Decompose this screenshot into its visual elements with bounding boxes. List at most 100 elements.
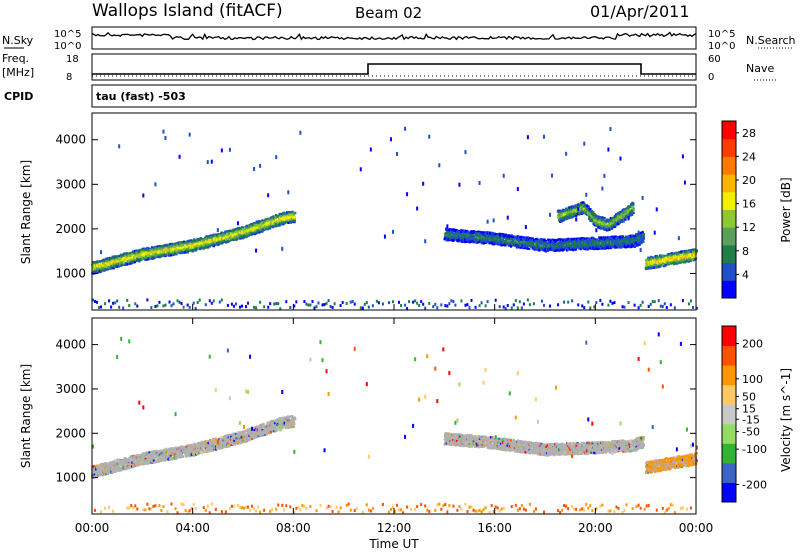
scatter-cell <box>634 241 637 244</box>
scatter-cell <box>585 241 588 244</box>
scatter-cell <box>270 220 273 223</box>
nsky-label: N.Sky <box>2 34 34 47</box>
scatter-cell <box>262 227 265 231</box>
scatter-cell <box>544 243 547 246</box>
scatter-cell <box>479 237 482 240</box>
scatter-cell <box>463 240 466 244</box>
scatter-cell <box>229 229 232 232</box>
scatter-cell <box>569 240 572 243</box>
scatter-cell <box>561 246 564 249</box>
scatter-cell <box>590 243 594 246</box>
scatter-cell <box>224 235 227 238</box>
scatter-cell <box>169 250 172 253</box>
scatter-cell <box>570 238 573 241</box>
scatter-cell <box>641 230 644 234</box>
scatter-cell <box>555 243 558 246</box>
scatter-cell <box>163 248 166 251</box>
scatter-cell <box>498 242 501 245</box>
scatter-cell <box>533 248 536 251</box>
scatter-cell <box>462 231 465 235</box>
scatter-cell <box>484 232 488 235</box>
scatter-cell <box>478 230 481 233</box>
scatter-cell <box>254 231 257 234</box>
scatter-cell <box>466 230 470 234</box>
scatter-cell <box>181 244 184 247</box>
scatter-cell <box>447 228 450 232</box>
scatter-cell <box>198 241 201 245</box>
scatter-cell <box>501 242 504 245</box>
scatter-cell <box>129 262 132 265</box>
nsky-strip: N.Sky 10^5 10^0 10^5 10^0 N.Search <box>2 26 796 52</box>
scatter-cell <box>177 241 181 245</box>
scatter-cell <box>230 239 233 242</box>
scatter-cell <box>464 237 467 240</box>
scatter-cell <box>509 244 512 247</box>
scatter-cell <box>264 224 267 227</box>
scatter-cell <box>103 264 106 267</box>
scatter-cell <box>542 241 546 244</box>
scatter-cell <box>503 239 507 243</box>
scatter-cell <box>520 238 523 241</box>
scatter-cell <box>103 269 106 272</box>
scatter-cell <box>234 232 237 235</box>
scatter-cell <box>265 219 268 222</box>
scatter-cell <box>114 265 118 268</box>
scatter-cell <box>535 247 538 250</box>
scatter-cell <box>282 219 285 222</box>
scatter-cell <box>487 239 490 242</box>
scatter-cell <box>536 244 539 248</box>
scatter-cell <box>131 257 134 260</box>
scatter-cell <box>456 239 459 242</box>
scatter-cell <box>521 243 524 246</box>
scatter-cell <box>288 213 292 216</box>
scatter-cell <box>501 240 504 243</box>
scatter-cell <box>102 264 105 268</box>
scatter-cell <box>511 242 515 245</box>
scatter-cell <box>242 231 245 234</box>
scatter-cell <box>138 250 141 254</box>
scatter-cell <box>105 265 108 269</box>
scatter-cell <box>571 240 575 243</box>
scatter-cell <box>604 239 608 242</box>
scatter-cell <box>133 258 137 262</box>
scatter-cell <box>502 241 505 244</box>
scatter-cell <box>526 247 529 250</box>
scatter-cell <box>549 247 552 250</box>
scatter-cell <box>549 241 552 244</box>
scatter-cell <box>578 247 581 250</box>
scatter-cell <box>268 221 271 224</box>
scatter-cell <box>585 247 588 250</box>
scatter-cell <box>261 225 264 228</box>
scatter-cell <box>151 246 154 249</box>
scatter-cell <box>191 240 195 243</box>
scatter-cell <box>525 245 528 248</box>
scatter-cell <box>596 240 600 243</box>
scatter-cell <box>232 232 235 235</box>
scatter-cell <box>143 247 146 250</box>
scatter-cell <box>562 247 566 251</box>
scatter-cell <box>285 220 288 224</box>
scatter-cell <box>517 236 520 240</box>
scatter-cell <box>562 239 565 242</box>
scatter-cell <box>210 238 214 242</box>
scatter-cell <box>490 238 493 241</box>
scatter-cell <box>192 242 195 245</box>
scatter-cell <box>539 242 542 245</box>
scatter-cell <box>288 216 291 219</box>
scatter-cell <box>97 268 100 271</box>
scatter-cell <box>164 249 167 252</box>
scatter-cell <box>454 236 457 240</box>
scatter-cell <box>289 219 292 222</box>
scatter-cell <box>580 240 584 244</box>
nsearch-label: N.Search <box>746 34 796 47</box>
scatter-cell <box>464 234 467 238</box>
scatter-cell <box>288 218 291 221</box>
scatter-cell <box>161 245 164 248</box>
scatter-cell <box>96 267 99 270</box>
scatter-cell <box>471 232 475 235</box>
scatter-cell <box>272 219 275 222</box>
scatter-cell <box>145 253 148 257</box>
scatter-cell <box>551 241 554 244</box>
scatter-cell <box>514 239 517 242</box>
scatter-cell <box>291 214 294 217</box>
